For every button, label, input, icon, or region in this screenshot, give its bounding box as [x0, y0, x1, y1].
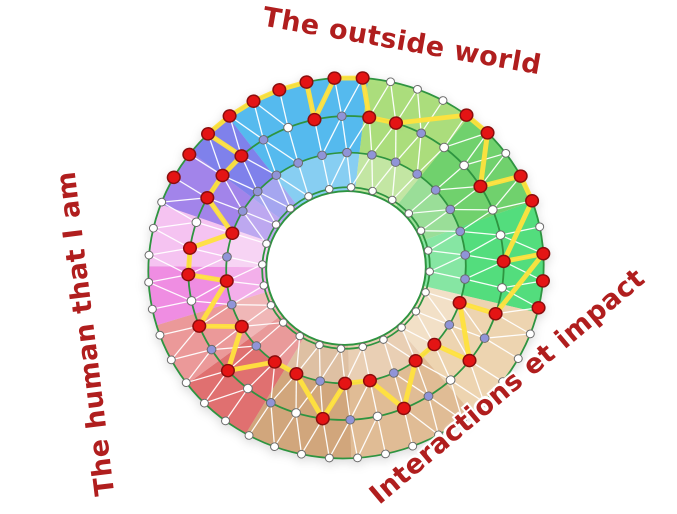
sector-magenta	[148, 266, 270, 326]
highlighted-nodes	[166, 71, 551, 426]
sector-purple	[160, 152, 284, 243]
wheel-root	[144, 71, 551, 463]
sector-red	[187, 314, 306, 434]
sector-sky-blue	[228, 77, 369, 207]
sector-pale-pink	[148, 204, 272, 268]
sector-pink-red	[156, 291, 282, 384]
sector-green	[395, 116, 533, 242]
sector-spring-green	[421, 201, 544, 313]
